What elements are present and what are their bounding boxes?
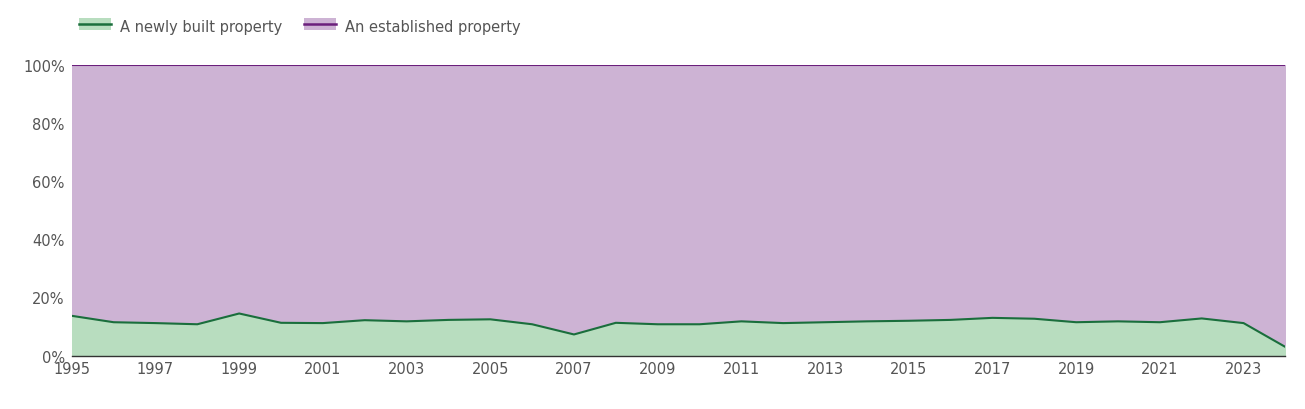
Legend: A newly built property, An established property: A newly built property, An established p…	[80, 20, 521, 36]
